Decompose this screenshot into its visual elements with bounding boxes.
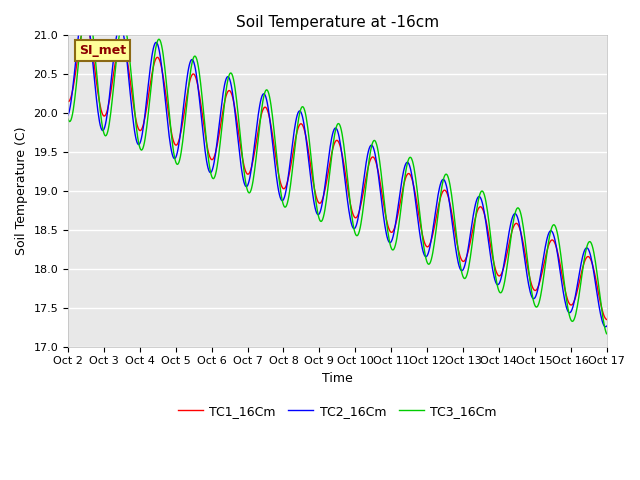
TC1_16Cm: [603, 317, 611, 323]
TC3_16Cm: [130, 101, 138, 107]
TC3_16Cm: [603, 331, 611, 336]
TC3_16Cm: [84, 3, 92, 9]
TC3_16Cm: [74, 67, 82, 73]
Y-axis label: Soil Temperature (C): Soil Temperature (C): [15, 127, 28, 255]
Legend: TC1_16Cm, TC2_16Cm, TC3_16Cm: TC1_16Cm, TC2_16Cm, TC3_16Cm: [173, 400, 501, 423]
TC1_16Cm: [213, 143, 221, 148]
Line: TC1_16Cm: TC1_16Cm: [68, 24, 607, 320]
TC2_16Cm: [403, 159, 411, 165]
TC1_16Cm: [64, 98, 72, 104]
Line: TC3_16Cm: TC3_16Cm: [68, 6, 607, 334]
TC2_16Cm: [603, 323, 611, 329]
Text: SI_met: SI_met: [79, 44, 126, 57]
TC2_16Cm: [130, 124, 138, 130]
TC1_16Cm: [419, 235, 427, 240]
TC3_16Cm: [213, 164, 221, 169]
TC2_16Cm: [74, 38, 82, 44]
TC1_16Cm: [185, 83, 193, 89]
X-axis label: Time: Time: [322, 372, 353, 385]
TC1_16Cm: [130, 106, 138, 111]
TC1_16Cm: [403, 171, 411, 177]
TC3_16Cm: [185, 84, 193, 89]
TC2_16Cm: [602, 324, 610, 330]
Title: Soil Temperature at -16cm: Soil Temperature at -16cm: [236, 15, 439, 30]
TC3_16Cm: [403, 161, 411, 167]
TC2_16Cm: [64, 112, 72, 118]
TC2_16Cm: [185, 65, 193, 71]
TC3_16Cm: [64, 116, 72, 122]
Line: TC2_16Cm: TC2_16Cm: [68, 8, 607, 327]
TC2_16Cm: [419, 249, 427, 254]
TC2_16Cm: [81, 5, 88, 11]
TC3_16Cm: [419, 239, 427, 244]
TC1_16Cm: [81, 21, 89, 27]
TC2_16Cm: [213, 139, 221, 145]
TC1_16Cm: [74, 54, 82, 60]
